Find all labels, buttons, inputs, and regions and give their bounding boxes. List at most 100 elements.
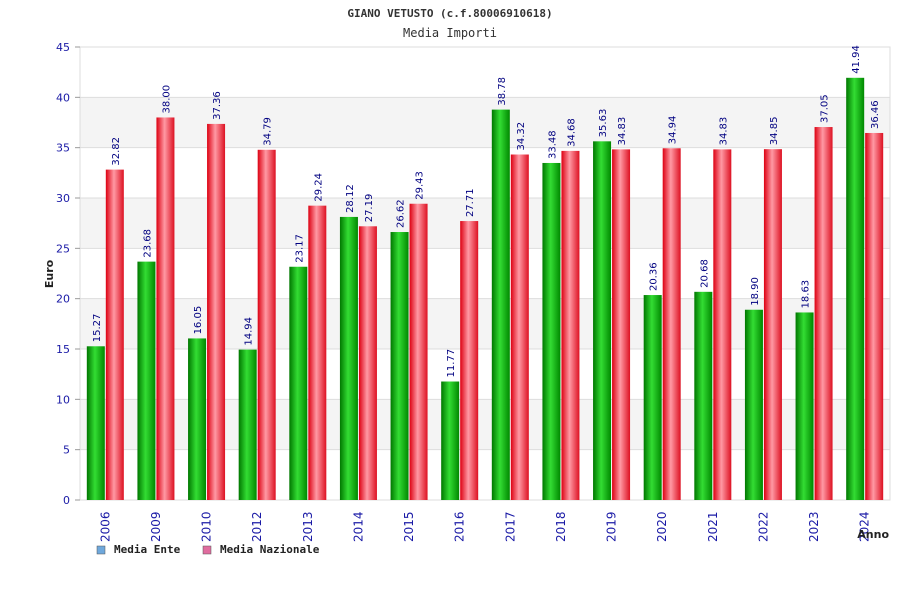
y-tick-label: 5: [63, 444, 70, 457]
y-tick-label: 10: [56, 393, 70, 406]
data-label: 29.43: [415, 171, 426, 200]
data-label: 34.79: [263, 117, 274, 146]
legend-swatch-media-nazionale: [202, 545, 212, 555]
data-label: 18.90: [750, 277, 761, 306]
bar-media-nazionale-2009: [156, 117, 175, 500]
x-tick-label: 2020: [655, 511, 669, 542]
data-label: 18.63: [801, 280, 812, 309]
data-label: 36.46: [870, 100, 881, 129]
y-axis-label: Euro: [43, 259, 56, 288]
data-label: 38.00: [161, 85, 172, 114]
x-tick-label: 2009: [149, 511, 163, 542]
data-label: 15.27: [92, 314, 103, 343]
x-tick-label: 2016: [453, 511, 467, 542]
bar-media-ente-2015: [390, 232, 409, 500]
bar-media-nazionale-2012: [257, 149, 276, 500]
bar-media-ente-2022: [744, 309, 763, 500]
bar-media-nazionale-2024: [865, 132, 884, 500]
legend-label-media-nazionale: Media Nazionale: [220, 543, 320, 556]
bar-media-ente-2012: [238, 349, 257, 500]
bar-media-ente-2018: [542, 162, 561, 500]
legend: Media Ente Media Nazionale: [96, 543, 320, 556]
x-tick-label: 2023: [807, 511, 821, 542]
data-label: 26.62: [396, 199, 407, 228]
x-axis-ticks: 2006 2009 2010 2012 2013 2014 2015 2016 2017 2018…: [98, 511, 871, 542]
y-tick-label: 30: [56, 192, 70, 205]
bar-media-nazionale-2023: [814, 127, 833, 500]
y-tick-label: 45: [56, 41, 70, 54]
data-label: 41.94: [851, 45, 862, 74]
x-tick-label: 2018: [554, 511, 568, 542]
data-label: 34.94: [668, 116, 679, 145]
data-label: 34.83: [617, 117, 628, 146]
y-tick-label: 25: [56, 242, 70, 255]
bar-media-nazionale-2019: [612, 149, 631, 501]
y-tick-label: 35: [56, 142, 70, 155]
bar-media-nazionale-2022: [763, 149, 782, 500]
data-label: 29.24: [313, 173, 324, 202]
data-label: 34.68: [566, 118, 577, 147]
x-tick-label: 2021: [706, 511, 720, 542]
data-label: 23.68: [142, 229, 153, 258]
x-tick-label: 2012: [250, 511, 264, 542]
bar-media-nazionale-2017: [510, 154, 529, 500]
data-label: 27.71: [465, 188, 476, 217]
bar-media-ente-2009: [137, 261, 156, 500]
x-tick-label: 2024: [858, 511, 872, 542]
y-tick-label: 15: [56, 343, 70, 356]
data-label: 35.63: [598, 109, 609, 138]
x-tick-label: 2017: [503, 511, 517, 542]
x-tick-label: 2014: [351, 511, 365, 542]
bar-media-nazionale-2018: [561, 150, 580, 500]
legend-label-media-ente: Media Ente: [114, 543, 181, 556]
data-label: 20.68: [699, 259, 710, 288]
bar-media-nazionale-2006: [105, 169, 124, 500]
y-tick-label: 40: [56, 91, 70, 104]
y-axis-ticks: 0 5 10 15 20 25 30 35 40 45: [56, 41, 80, 507]
bar-media-ente-2021: [694, 291, 713, 500]
x-axis-label: Anno: [857, 528, 889, 541]
bar-media-ente-2010: [188, 338, 207, 500]
bar-media-nazionale-2014: [358, 226, 377, 500]
bar-media-nazionale-2021: [713, 149, 732, 501]
data-label: 34.83: [718, 117, 729, 146]
bar-media-ente-2019: [593, 141, 612, 501]
bar-media-nazionale-2020: [662, 148, 681, 500]
data-label: 27.19: [364, 194, 375, 223]
bar-media-ente-2006: [86, 346, 105, 500]
data-label: 14.94: [244, 317, 255, 346]
x-tick-label: 2010: [200, 511, 214, 542]
data-label: 28.12: [345, 184, 356, 213]
data-label: 37.05: [820, 94, 831, 123]
bar-media-nazionale-2010: [207, 123, 226, 500]
bar-media-ente-2014: [339, 216, 358, 500]
data-label: 38.78: [497, 77, 508, 106]
y-tick-label: 20: [56, 293, 70, 306]
data-labels: 15.27 32.82 23.68 38.00 16.05 37.36 14.94 34.79…: [92, 45, 881, 377]
x-tick-label: 2022: [756, 511, 770, 542]
bar-media-ente-2024: [846, 77, 865, 500]
data-label: 23.17: [294, 234, 305, 263]
data-label: 34.32: [516, 122, 527, 151]
chart-subtitle: Media Importi: [403, 26, 497, 40]
x-tick-label: 2006: [98, 511, 112, 542]
legend-swatch-media-ente: [96, 545, 106, 555]
data-label: 34.85: [769, 117, 780, 146]
data-label: 11.77: [446, 349, 457, 378]
y-tick-label: 0: [63, 494, 70, 507]
data-label: 20.36: [649, 262, 660, 291]
plot-frame: [79, 46, 891, 501]
data-label: 16.05: [193, 306, 204, 335]
bar-media-nazionale-2016: [460, 221, 479, 500]
bar-media-nazionale-2013: [308, 205, 327, 500]
bar-media-ente-2016: [441, 381, 460, 500]
bars: [86, 77, 884, 501]
data-label: 32.82: [111, 137, 122, 166]
x-tick-label: 2013: [301, 511, 315, 542]
x-tick-label: 2015: [402, 511, 416, 542]
bar-media-nazionale-2015: [409, 203, 428, 500]
data-label: 33.48: [547, 130, 558, 159]
bar-media-ente-2017: [491, 109, 510, 500]
chart-title: GIANO VETUSTO (c.f.80006910618): [347, 7, 552, 20]
